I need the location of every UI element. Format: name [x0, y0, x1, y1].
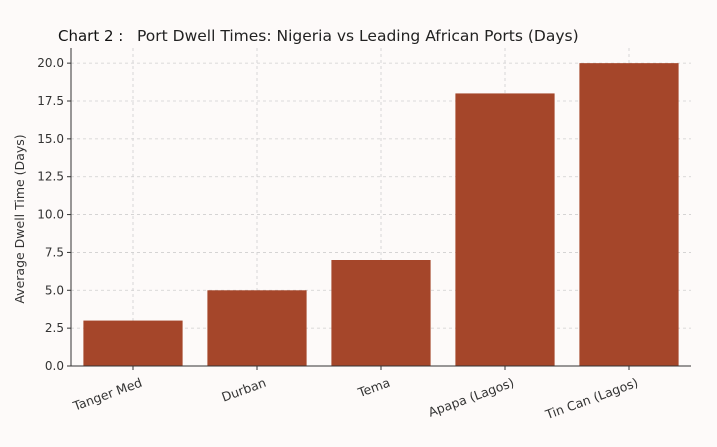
- x-tick-label: Tin Can (Lagos): [542, 375, 640, 423]
- y-tick-label: 0.0: [45, 359, 64, 373]
- bar-apapa-lagos: [455, 93, 555, 366]
- y-axis-title: Average Dwell Time (Days): [12, 134, 27, 303]
- bar-tanger-med: [83, 320, 183, 366]
- x-tick-label: Apapa (Lagos): [426, 375, 516, 420]
- chart-title: Port Dwell Times: Nigeria vs Leading Afr…: [137, 27, 579, 45]
- chart-title-prefix: Chart 2 :: [58, 27, 123, 45]
- x-tick-label: Tema: [355, 375, 392, 401]
- axes-layer: [67, 48, 691, 370]
- y-tick-label: 5.0: [45, 283, 64, 297]
- bar-tin-can-lagos: [579, 63, 679, 367]
- y-tick-label: 15.0: [37, 132, 64, 146]
- bars-layer: [83, 63, 679, 367]
- y-tick-label: 20.0: [37, 56, 64, 70]
- y-tick-label: 12.5: [37, 170, 64, 184]
- x-tick-label: Durban: [219, 375, 268, 405]
- bar-durban: [207, 290, 307, 366]
- y-tick-label: 10.0: [37, 208, 64, 222]
- bar-tema: [331, 260, 431, 366]
- y-tick-label: 7.5: [45, 245, 64, 259]
- x-tick-label: Tanger Med: [70, 375, 144, 414]
- y-tick-label: 17.5: [37, 94, 64, 108]
- y-tick-label: 2.5: [45, 321, 64, 335]
